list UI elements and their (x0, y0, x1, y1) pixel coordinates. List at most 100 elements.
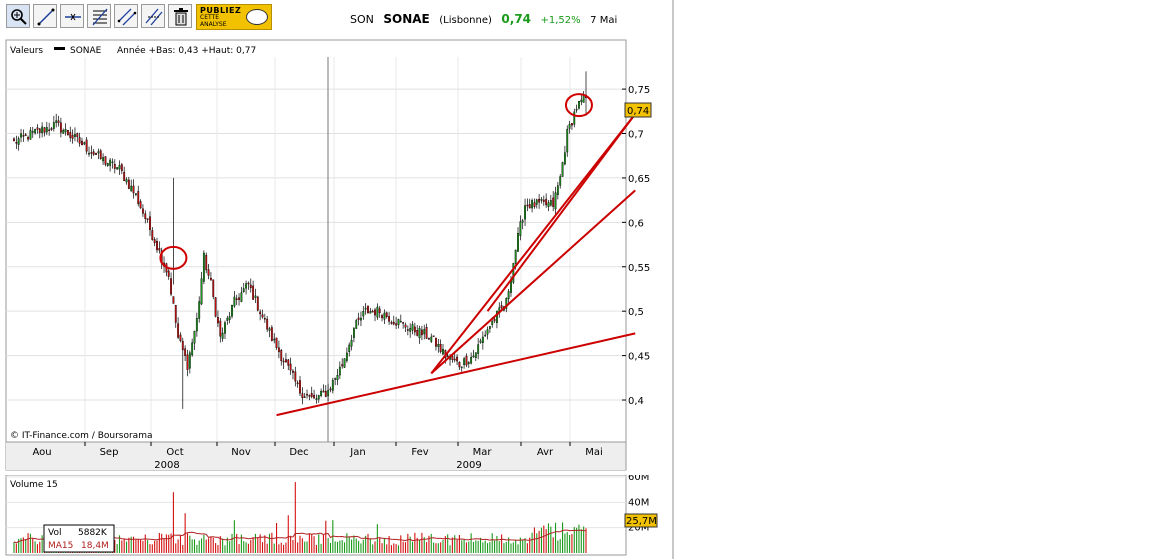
candle-body (425, 327, 428, 339)
candle-body (221, 332, 224, 339)
candle-body (200, 278, 203, 305)
candle-body (376, 306, 379, 318)
candle-body (280, 350, 283, 362)
volume-chart[interactable]: Volume 15 60M 40M 20M Vol 5882K MA15 18,4M… (0, 475, 672, 559)
candle-body (556, 185, 559, 196)
candle-body (320, 390, 323, 396)
candle-body (57, 120, 60, 123)
x-year-label: 2009 (456, 460, 481, 471)
candle-body (580, 99, 583, 103)
publish-line1: PUBLIEZ (200, 6, 242, 15)
horizontal-line-icon (65, 13, 81, 21)
candle-body (418, 327, 421, 339)
candle-body (256, 296, 259, 311)
candle-body (266, 318, 269, 330)
candle-body (172, 296, 175, 304)
candle-body (420, 329, 423, 336)
candle-body (97, 151, 100, 154)
stock-code: SON (350, 13, 374, 26)
candle-body (43, 127, 46, 133)
candle-body (364, 307, 367, 310)
candle-body (388, 316, 391, 322)
trendline (276, 332, 636, 417)
volume-y-tick: 20M (628, 523, 649, 534)
candle-body (113, 164, 116, 169)
last-price-label: 0,74 (627, 106, 649, 117)
candle-body (69, 132, 72, 138)
candle-body (158, 248, 161, 251)
candle-body (179, 334, 182, 341)
candle-body (495, 310, 498, 323)
candle-body (38, 128, 41, 133)
line-draw-button[interactable] (33, 4, 57, 28)
delete-drawings-button[interactable] (168, 4, 192, 28)
candle-body (322, 390, 325, 393)
vol-label: Vol (48, 528, 61, 538)
volume-bars (13, 482, 587, 553)
candle-body (83, 142, 86, 145)
candle-body (78, 137, 81, 144)
candle-body (500, 305, 503, 308)
channel-draw-button[interactable] (114, 4, 138, 28)
last-price-marker: 0,74 (624, 102, 652, 118)
price-y-axis: 0,4 0,45 0,5 0,55 0,6 0,65 0,7 0,75 (622, 85, 650, 407)
candle-body (127, 179, 130, 189)
candle-body (294, 371, 297, 382)
stock-name: SONAE (383, 12, 430, 26)
candle-body (29, 130, 32, 140)
candle-body (470, 356, 473, 364)
candle-body (151, 230, 154, 240)
zoom-tool-icon (11, 9, 27, 25)
candle-body (219, 320, 222, 337)
candle-body (552, 197, 555, 207)
candle-body (231, 304, 233, 317)
volume-legend: Vol 5882K MA15 18,4M (43, 524, 115, 553)
parallel-lines-button[interactable] (141, 4, 165, 28)
candle-body (212, 279, 215, 297)
candle-body (399, 320, 402, 323)
candle-body (15, 142, 18, 144)
candle-body (125, 179, 128, 183)
candle-body (235, 298, 238, 300)
candle-body (390, 322, 393, 324)
candle-body (549, 200, 552, 206)
candle-body (545, 198, 548, 206)
candle-body (486, 329, 489, 335)
candle-body (453, 358, 456, 361)
candle-body (371, 310, 374, 313)
stock-price: 0,74 (501, 12, 532, 26)
candle-body (385, 312, 388, 317)
price-chart[interactable]: Valeurs SONAE Année +Bas: 0,43 +Haut: 0,… (0, 0, 672, 475)
candle-body (106, 163, 109, 166)
y-tick-label: 0,6 (628, 218, 644, 229)
candle-body (64, 129, 67, 133)
zoom-button[interactable] (6, 4, 30, 28)
candle-body (519, 221, 522, 236)
candle-body (573, 111, 576, 125)
candle-body (233, 296, 236, 307)
candle-body (238, 297, 240, 300)
x-month-label: Oct (166, 447, 183, 458)
candle-body (88, 152, 90, 155)
candle-body (510, 280, 512, 293)
candle-body (289, 363, 292, 371)
price-x-axis: Aou Sep Oct Nov Dec Jan Fev Mar Avr Mai 2008 2009 (32, 442, 603, 471)
horizontal-line-button[interactable] (60, 4, 84, 28)
legend-swatch (54, 47, 65, 50)
candle-body (301, 393, 304, 399)
candle-body (13, 138, 15, 141)
publish-analysis-button[interactable]: PUBLIEZ CETTE ANALYSE (196, 4, 272, 30)
candle-body (343, 358, 346, 368)
fibonacci-button[interactable] (87, 4, 111, 28)
candle-body (109, 159, 112, 166)
candle-body (247, 282, 250, 285)
candle-body (205, 254, 208, 271)
candle-body (571, 123, 573, 126)
candle-body (186, 354, 189, 370)
candle-body (24, 134, 27, 136)
candle-body (132, 185, 135, 194)
candle-body (34, 128, 37, 134)
candle-body (66, 129, 69, 136)
candle-body (313, 394, 315, 399)
candle-body (479, 340, 482, 343)
